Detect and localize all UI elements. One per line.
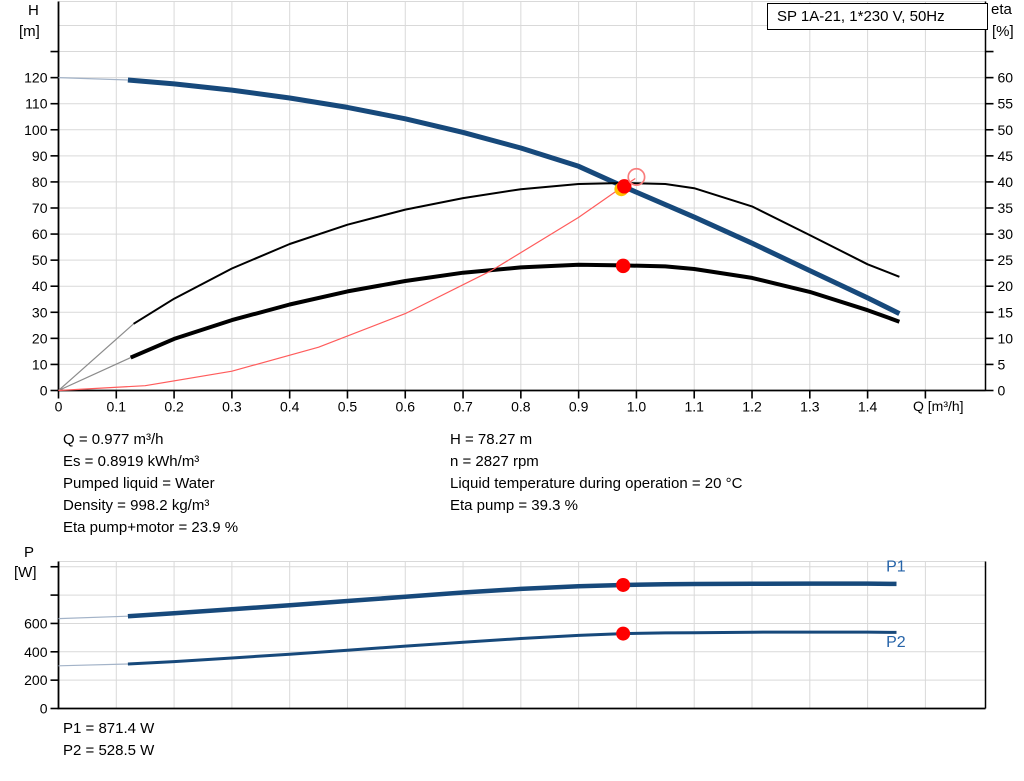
eta-pump-motor-lead bbox=[58, 357, 131, 392]
svg-text:1.4: 1.4 bbox=[858, 399, 878, 415]
p1-lead bbox=[58, 615, 128, 620]
svg-text:110: 110 bbox=[25, 96, 48, 112]
svg-text:0.1: 0.1 bbox=[107, 399, 127, 415]
info-temp: Liquid temperature during operation = 20… bbox=[450, 475, 743, 492]
svg-text:0: 0 bbox=[998, 383, 1006, 399]
svg-text:40: 40 bbox=[32, 278, 48, 294]
eta-axis-label: eta bbox=[991, 1, 1012, 18]
svg-text:55: 55 bbox=[998, 96, 1014, 112]
curve-label-P2: P2 bbox=[886, 634, 906, 651]
p-axis-unit: [W] bbox=[14, 564, 37, 581]
svg-text:30: 30 bbox=[998, 226, 1014, 242]
info-eta-pm: Eta pump+motor = 23.9 % bbox=[63, 519, 239, 536]
info-eta-pump: Eta pump = 39.3 % bbox=[450, 497, 578, 514]
p1-curve bbox=[127, 581, 897, 619]
svg-text:1.3: 1.3 bbox=[800, 399, 820, 415]
eta-pump-motor bbox=[129, 262, 901, 360]
svg-text:100: 100 bbox=[24, 122, 48, 138]
h-axis-label: H bbox=[28, 2, 39, 19]
info-density: Density = 998.2 kg/m³ bbox=[63, 497, 210, 514]
info-es: Es = 0.8919 kWh/m³ bbox=[63, 453, 200, 470]
svg-text:200: 200 bbox=[24, 672, 48, 688]
pump-curve-lead bbox=[58, 76, 128, 81]
duty-point-marker bbox=[615, 258, 631, 274]
power-chart: 0 200 400 600 P1 P2 bbox=[24, 559, 987, 717]
svg-text:70: 70 bbox=[32, 200, 48, 216]
svg-text:40: 40 bbox=[998, 174, 1014, 190]
svg-text:50: 50 bbox=[32, 252, 48, 268]
svg-text:15: 15 bbox=[998, 304, 1014, 320]
eta-pump bbox=[133, 182, 900, 325]
svg-text:0.6: 0.6 bbox=[396, 399, 416, 415]
p-axis-label: P bbox=[24, 544, 35, 561]
svg-text:1.1: 1.1 bbox=[684, 399, 704, 415]
rated-point-ring bbox=[627, 167, 646, 187]
info-q: Q = 0.977 m³/h bbox=[63, 431, 164, 448]
eta-pump-lead bbox=[58, 323, 134, 391]
svg-text:60: 60 bbox=[32, 226, 48, 242]
svg-text:0.2: 0.2 bbox=[164, 399, 184, 415]
svg-text:0.9: 0.9 bbox=[569, 399, 589, 415]
svg-text:60: 60 bbox=[998, 70, 1014, 86]
info-n: n = 2827 rpm bbox=[450, 453, 539, 470]
p1-value: P1 = 871.4 W bbox=[63, 720, 155, 737]
svg-text:90: 90 bbox=[32, 148, 48, 164]
svg-text:0.3: 0.3 bbox=[222, 399, 242, 415]
svg-text:5: 5 bbox=[998, 356, 1006, 372]
svg-text:0: 0 bbox=[55, 399, 63, 415]
system-curve bbox=[58, 177, 636, 392]
duty-info-right: H = 78.27 m n = 2827 rpm Liquid temperat… bbox=[450, 429, 742, 517]
duty-point-marker bbox=[617, 179, 632, 194]
pump-curve-HQ bbox=[127, 77, 901, 316]
svg-text:50: 50 bbox=[998, 122, 1014, 138]
power-values: P1 = 871.4 W P2 = 528.5 W bbox=[63, 718, 154, 762]
svg-text:0.5: 0.5 bbox=[338, 399, 358, 415]
svg-text:120: 120 bbox=[24, 70, 48, 86]
svg-text:1.2: 1.2 bbox=[742, 399, 762, 415]
pump-type-box: SP 1A-21, 1*230 V, 50Hz bbox=[767, 3, 988, 30]
svg-text:1.0: 1.0 bbox=[627, 399, 647, 415]
svg-text:0.8: 0.8 bbox=[511, 399, 531, 415]
svg-text:0: 0 bbox=[40, 383, 48, 399]
p2-lead bbox=[58, 663, 128, 667]
svg-text:45: 45 bbox=[998, 148, 1014, 164]
svg-text:30: 30 bbox=[32, 304, 48, 320]
svg-text:400: 400 bbox=[24, 644, 48, 660]
eta-axis-unit: [%] bbox=[992, 23, 1014, 40]
svg-text:0.7: 0.7 bbox=[453, 399, 473, 415]
duty-point-marker bbox=[616, 626, 631, 641]
svg-text:35: 35 bbox=[998, 200, 1014, 216]
svg-text:600: 600 bbox=[24, 615, 48, 631]
duty-info-left: Q = 0.977 m³/h Es = 0.8919 kWh/m³ Pumped… bbox=[63, 429, 238, 539]
svg-text:0: 0 bbox=[40, 701, 48, 717]
svg-text:80: 80 bbox=[32, 174, 48, 190]
duty-point-marker bbox=[616, 577, 631, 592]
svg-text:10: 10 bbox=[32, 356, 48, 372]
info-liquid: Pumped liquid = Water bbox=[63, 475, 215, 492]
curve-label-P1: P1 bbox=[886, 559, 906, 576]
hq-eta-chart: 0 10 20 30 40 50 60 70 80 90 100 110 120 0 5 10 15 20 25 30… bbox=[24, 1, 1014, 415]
p2-value: P2 = 528.5 W bbox=[63, 742, 155, 759]
info-h: H = 78.27 m bbox=[450, 431, 533, 448]
svg-text:0.4: 0.4 bbox=[280, 399, 300, 415]
svg-text:10: 10 bbox=[998, 330, 1014, 346]
h-axis-unit: [m] bbox=[19, 23, 40, 40]
p2-curve bbox=[127, 630, 897, 666]
q-axis-label: Q [m³/h] bbox=[913, 398, 964, 414]
svg-text:20: 20 bbox=[998, 278, 1014, 294]
svg-text:25: 25 bbox=[998, 252, 1014, 268]
svg-text:20: 20 bbox=[32, 330, 48, 346]
